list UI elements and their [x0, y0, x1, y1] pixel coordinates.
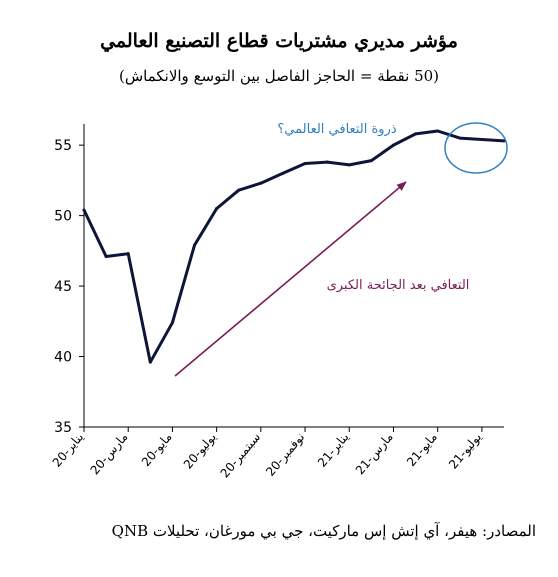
data-point [414, 132, 418, 136]
y-tick-label: 40 [54, 350, 72, 366]
axes [83, 124, 504, 428]
x-tick-label: سبتمبر-20 [218, 430, 264, 481]
data-point [391, 143, 395, 147]
peak-annotation: ذروة التعافي العالمي؟ [277, 122, 396, 137]
y-tick-label: 45 [54, 279, 72, 295]
pmi-series-line [82, 129, 505, 364]
peak-highlight-circle [444, 122, 508, 174]
data-point [281, 171, 285, 175]
chart-title: مؤشر مديري مشتريات قطاع التصنيع العالمي [100, 30, 458, 52]
y-tick-label: 35 [54, 420, 72, 436]
y-tick-label: 50 [54, 209, 72, 225]
data-point [148, 360, 152, 364]
y-tick-label: 55 [54, 138, 72, 154]
recovery-annotation: التعافي بعد الجائحة الكبرى [327, 278, 470, 293]
data-point [82, 208, 86, 212]
x-tick-label: يوليو-21 [446, 430, 485, 472]
data-point [170, 321, 174, 325]
data-point [325, 160, 329, 164]
x-tick-label: مايو-21 [404, 430, 441, 470]
data-point [259, 181, 263, 185]
x-tick-label: مارس-21 [353, 430, 397, 478]
chart-subtitle: (50 نقطة = الحاجز الفاصل بين التوسع والا… [118, 67, 440, 85]
data-point [303, 161, 307, 165]
data-point [369, 159, 373, 163]
data-point [458, 136, 462, 140]
y-axis-ticks: 35 40 45 50 55 [54, 138, 84, 436]
x-tick-label: مايو-20 [139, 430, 176, 470]
source-note: المصادر: هيفر، آي إتش إس ماركيت، جي بي م… [111, 522, 536, 540]
x-tick-label: يناير-21 [315, 430, 352, 470]
pmi-series-points [82, 129, 506, 364]
data-point [480, 138, 484, 142]
x-tick-label: يوليو-20 [181, 430, 220, 472]
recovery-arrow [174, 181, 407, 377]
data-point [436, 129, 440, 133]
data-point [104, 254, 108, 258]
data-point [193, 243, 197, 247]
data-point [347, 163, 351, 167]
data-point [126, 252, 130, 256]
data-point [215, 207, 219, 211]
data-point [237, 188, 241, 192]
x-tick-label: نوفمبر-20 [263, 430, 308, 480]
x-tick-label: مارس-20 [88, 430, 132, 478]
